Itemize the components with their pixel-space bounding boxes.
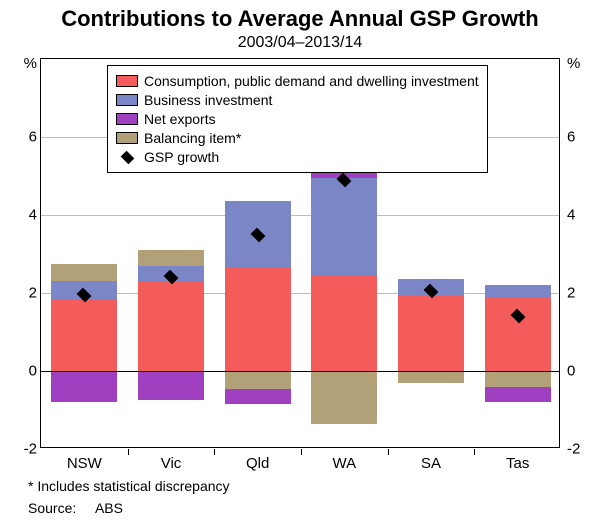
xtick-mark xyxy=(128,449,129,455)
ytick-left: 0 xyxy=(3,363,37,380)
xtick-label: Vic xyxy=(161,455,182,472)
ytick-left: 2 xyxy=(3,285,37,302)
bar-segment-netexports xyxy=(225,389,291,405)
bar-segment-business xyxy=(485,285,551,297)
xtick-mark xyxy=(214,449,215,455)
xtick-label: NSW xyxy=(67,455,102,472)
bar-segment-balancing xyxy=(311,371,377,424)
chart-root: Contributions to Average Annual GSP Grow… xyxy=(0,0,600,526)
bar-segment-consumption xyxy=(51,299,117,371)
legend-label: Business investment xyxy=(144,91,272,110)
bar-segment-balancing xyxy=(138,250,204,266)
xtick-mark xyxy=(301,449,302,455)
chart-subtitle: 2003/04–2013/14 xyxy=(0,34,600,52)
ytick-right: -2 xyxy=(567,441,600,458)
y-unit-right: % xyxy=(567,55,597,72)
legend-swatch xyxy=(116,132,138,144)
ytick-left: 4 xyxy=(3,207,37,224)
bar-segment-consumption xyxy=(138,281,204,371)
xtick-label: Tas xyxy=(506,455,529,472)
bar-segment-consumption xyxy=(398,295,464,371)
ytick-right: 4 xyxy=(567,207,600,224)
bar-segment-balancing xyxy=(398,371,464,383)
y-unit-left: % xyxy=(7,55,37,72)
bar-segment-business xyxy=(311,178,377,276)
ytick-right: 0 xyxy=(567,363,600,380)
bar-segment-netexports xyxy=(138,371,204,400)
legend-label: GSP growth xyxy=(144,148,219,167)
legend-label: Net exports xyxy=(144,110,216,129)
bar-segment-netexports xyxy=(485,387,551,403)
source-line: Source: ABS xyxy=(28,500,123,516)
footnote: * Includes statistical discrepancy xyxy=(28,478,230,494)
source-value: ABS xyxy=(95,500,123,516)
legend-item: Business investment xyxy=(116,91,479,110)
xtick-label: SA xyxy=(421,455,441,472)
legend-label: Consumption, public demand and dwelling … xyxy=(144,72,479,91)
legend-swatch xyxy=(116,75,138,87)
zero-line xyxy=(41,371,559,372)
bar-segment-balancing xyxy=(51,264,117,282)
bar-segment-consumption xyxy=(225,268,291,371)
legend: Consumption, public demand and dwelling … xyxy=(107,65,488,173)
gridline xyxy=(41,293,559,294)
diamond-icon xyxy=(120,150,134,164)
ytick-right: 2 xyxy=(567,285,600,302)
gridline xyxy=(41,215,559,216)
legend-item: Consumption, public demand and dwelling … xyxy=(116,72,479,91)
legend-item: Balancing item* xyxy=(116,129,479,148)
xtick-mark xyxy=(474,449,475,455)
legend-item: Net exports xyxy=(116,110,479,129)
ytick-right: 6 xyxy=(567,129,600,146)
ytick-left: 6 xyxy=(3,129,37,146)
bar-segment-balancing xyxy=(225,371,291,389)
plot-area: -2-200224466%%NSWVicQldWASATasConsumptio… xyxy=(40,58,560,448)
legend-swatch xyxy=(116,113,138,125)
xtick-label: Qld xyxy=(246,455,269,472)
source-label: Source: xyxy=(28,500,76,516)
bar-segment-consumption xyxy=(311,275,377,371)
xtick-mark xyxy=(388,449,389,455)
xtick-label: WA xyxy=(333,455,357,472)
legend-item: GSP growth xyxy=(116,148,479,167)
bar-segment-netexports xyxy=(51,371,117,402)
chart-title: Contributions to Average Annual GSP Grow… xyxy=(0,6,600,32)
legend-swatch xyxy=(116,94,138,106)
ytick-left: -2 xyxy=(3,441,37,458)
legend-label: Balancing item* xyxy=(144,129,241,148)
bar-segment-consumption xyxy=(485,297,551,371)
bar-segment-balancing xyxy=(485,371,551,387)
